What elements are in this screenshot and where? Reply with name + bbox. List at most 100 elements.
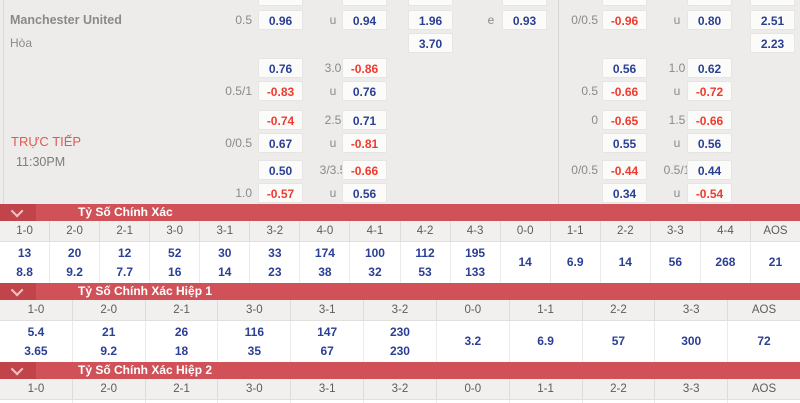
- odds-box[interactable]: 2.23: [750, 33, 795, 53]
- chevron-down-icon: [10, 283, 23, 297]
- score-odds-cell[interactable]: 13 8.8: [0, 242, 51, 283]
- collapse-toggle[interactable]: [0, 283, 36, 300]
- score-column-label: 2-0: [73, 300, 146, 320]
- score-odds-cell[interactable]: 21 9.2: [73, 321, 146, 362]
- odds-box[interactable]: -0.66: [342, 160, 387, 180]
- collapse-toggle[interactable]: [0, 204, 36, 221]
- odds-box[interactable]: 0.44: [687, 160, 732, 180]
- score-odds-value: 14: [218, 264, 232, 279]
- score-column-label: 3-2: [250, 221, 301, 241]
- odds-box[interactable]: 2.51: [750, 10, 795, 30]
- score-odds-row: 5.4 3.65 21 9.2 26 18 116 35 147 67 230 230 3.2 6.9 57…: [0, 321, 800, 362]
- score-column-label: AOS: [751, 304, 777, 316]
- section-header-bar[interactable]: Tỷ Số Chính Xác Hiệp 1: [0, 283, 800, 300]
- score-column-label: 0-0: [437, 379, 510, 399]
- odds-box[interactable]: -0.66: [687, 110, 732, 130]
- odds-box[interactable]: 0.62: [687, 58, 732, 78]
- odds-box[interactable]: -0.65: [602, 110, 647, 130]
- score-odds-cell[interactable]: 33 23: [250, 242, 301, 283]
- odds-box[interactable]: 0.56: [602, 58, 647, 78]
- odds-box[interactable]: 0.56: [342, 183, 387, 203]
- score-odds-cell[interactable]: 20 9.2: [50, 242, 101, 283]
- score-odds-cell[interactable]: 6.9: [510, 321, 583, 362]
- odds-box[interactable]: 0.80: [687, 10, 732, 30]
- odds-label: 0.5/1: [663, 163, 691, 177]
- score-odds-cell[interactable]: 56: [651, 242, 701, 283]
- score-odds-cell[interactable]: 3.2: [437, 321, 510, 362]
- odds-box[interactable]: -0.54: [687, 183, 732, 203]
- score-odds-cell[interactable]: 268: [701, 242, 751, 283]
- score-odds-value: 30: [218, 245, 232, 260]
- odds-label: u: [673, 186, 681, 200]
- score-odds-cell[interactable]: 72: [728, 321, 800, 362]
- score-odds-cell[interactable]: 57: [583, 321, 656, 362]
- score-odds-cell[interactable]: 300: [655, 321, 729, 362]
- odds-box[interactable]: 0.93: [502, 10, 547, 30]
- score-odds-cell[interactable]: 116 35: [218, 321, 292, 362]
- score-column-label: 2-0: [73, 379, 146, 399]
- score-odds-cell[interactable]: 100 32: [350, 242, 401, 283]
- odds-label: 3.0: [324, 61, 342, 75]
- odds-label: 1.0: [235, 186, 252, 200]
- score-odds-cell[interactable]: 230 230: [364, 321, 437, 362]
- score-odds-value: 6.9: [566, 255, 584, 269]
- score-column-label: 1-0: [0, 379, 73, 399]
- odds-box[interactable]: 3.70: [408, 33, 453, 53]
- section-header-bar[interactable]: Tỷ Số Chính Xác Hiệp 2: [0, 362, 800, 379]
- odds-label: u: [329, 186, 337, 200]
- score-column-label: 3-2: [364, 379, 437, 399]
- odds-box[interactable]: -0.44: [602, 160, 647, 180]
- odds-box[interactable]: 0.55: [602, 133, 647, 153]
- odds-box[interactable]: -0.96: [602, 10, 647, 30]
- odds-box[interactable]: -0.66: [602, 81, 647, 101]
- score-odds-cell[interactable]: 52 16: [150, 242, 201, 283]
- odds-box[interactable]: -0.81: [342, 133, 387, 153]
- section-header-bar[interactable]: Tỷ Số Chính Xác: [0, 204, 800, 221]
- score-odds-cell[interactable]: 30 14: [200, 242, 251, 283]
- odds-box[interactable]: 0.76: [342, 81, 387, 101]
- score-odds-value: 38: [318, 264, 332, 279]
- odds-box[interactable]: 0.76: [258, 58, 303, 78]
- odds-label: 1.0: [668, 61, 686, 75]
- odds-box[interactable]: 0.34: [602, 183, 647, 203]
- odds-box[interactable]: -0.57: [258, 183, 303, 203]
- score-odds-value: 67: [320, 343, 334, 358]
- score-odds-cell[interactable]: 26 18: [146, 321, 219, 362]
- score-column-label: 3-3: [655, 379, 729, 399]
- odds-label: 3/3.5: [319, 163, 347, 177]
- score-odds-cell[interactable]: 174 38: [300, 242, 351, 283]
- score-column-label: 2-1: [100, 221, 151, 241]
- score-column-label: 3-0: [218, 379, 292, 399]
- score-odds-cell[interactable]: 147 67: [291, 321, 365, 362]
- odds-label: 0.5: [581, 84, 598, 98]
- score-odds-value: 53: [418, 264, 432, 279]
- odds-box[interactable]: 0.96: [258, 10, 303, 30]
- score-odds-cell[interactable]: 12 7.7: [100, 242, 151, 283]
- score-odds-value: 9.2: [100, 343, 118, 358]
- score-odds-cell[interactable]: 21: [751, 242, 800, 283]
- score-odds-cell[interactable]: 14: [601, 242, 651, 283]
- score-odds-row: 13 8.8 20 9.2 12 7.7 52 16 30 14 33 23 174 38 100 32 112…: [0, 242, 800, 283]
- score-odds-cell[interactable]: 14: [501, 242, 551, 283]
- odds-box[interactable]: -0.86: [342, 58, 387, 78]
- odds-box[interactable]: 0.94: [342, 10, 387, 30]
- collapse-toggle[interactable]: [0, 362, 36, 379]
- score-odds-cell[interactable]: 6.9: [551, 242, 601, 283]
- odds-box[interactable]: -0.83: [258, 81, 303, 101]
- score-odds-value: 3.2: [464, 334, 482, 348]
- score-odds-cell[interactable]: 112 53: [401, 242, 451, 283]
- odds-box[interactable]: 0.67: [258, 133, 303, 153]
- odds-box[interactable]: 1.96: [408, 10, 453, 30]
- odds-box[interactable]: -0.72: [687, 81, 732, 101]
- score-odds-value: 23: [268, 264, 282, 279]
- odds-box[interactable]: -0.74: [258, 110, 303, 130]
- odds-box[interactable]: 0.56: [687, 133, 732, 153]
- score-odds-cell[interactable]: 195 133: [451, 242, 501, 283]
- odds-box[interactable]: 0.71: [342, 110, 387, 130]
- score-odds-value: 16: [168, 264, 182, 279]
- score-odds-value: 268: [715, 255, 736, 269]
- score-column-header-row: 1-0 2-0 2-1 3-0 3-1 3-2 0-0 1-1 2-2 3-3 AOS: [0, 379, 800, 400]
- score-odds-cell[interactable]: 5.4 3.65: [0, 321, 73, 362]
- odds-box[interactable]: 0.50: [258, 160, 303, 180]
- score-odds-value: 20: [67, 245, 82, 260]
